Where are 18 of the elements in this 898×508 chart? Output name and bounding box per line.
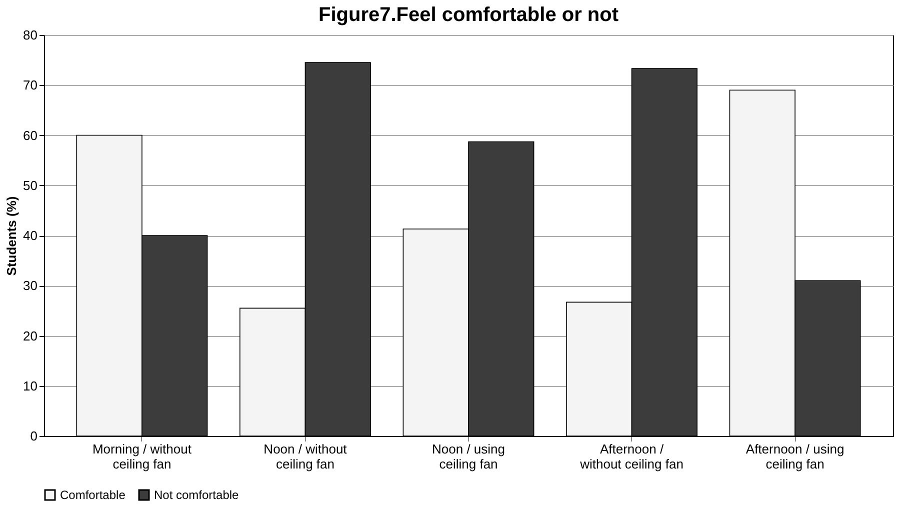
legend-label: Not comfortable	[154, 488, 240, 502]
y-tick-label: 0	[30, 428, 38, 444]
y-tick-label: 80	[23, 28, 38, 42]
y-tick-label: 50	[23, 178, 38, 193]
y-tick-label: 40	[23, 228, 38, 243]
x-tick-label: Noon / using ceiling fan	[432, 442, 505, 472]
chart-title: Figure7.Feel comfortable or not	[318, 4, 619, 26]
x-tick-label: Morning / without ceiling fan	[92, 442, 192, 472]
y-tick-label: 70	[23, 78, 38, 93]
x-tick-label: Noon / without ceiling fan	[264, 442, 348, 472]
y-tick-label: 10	[23, 378, 38, 394]
legend-label: Comfortable	[60, 488, 126, 502]
y-tick-label: 20	[23, 328, 38, 344]
y-tick-label: 30	[23, 278, 38, 294]
y-axis-title: Students (%)	[4, 196, 20, 276]
y-tick-label: 60	[23, 128, 38, 143]
x-tick-label: Afternoon / using ceiling fan	[746, 442, 844, 472]
x-tick-label: Afternoon / without ceiling fan	[579, 442, 684, 472]
